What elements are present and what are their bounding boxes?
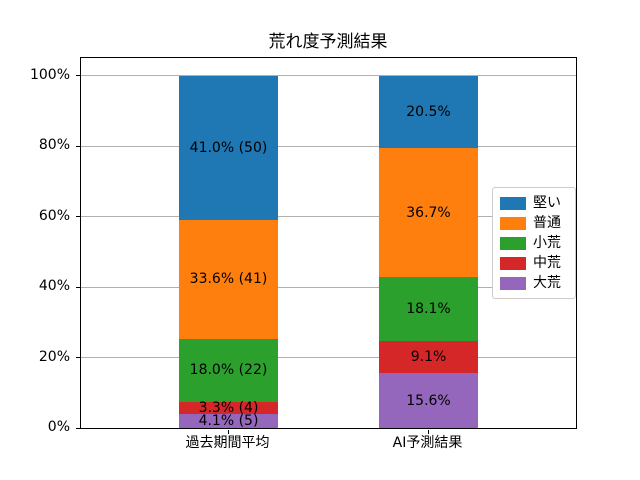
x-tick-label: 過去期間平均: [185, 435, 270, 451]
bar-segment-label: 33.6% (41): [189, 271, 268, 288]
bar-segment: 9.1%: [379, 340, 478, 374]
bar-segment-label: 41.0% (50): [189, 139, 268, 156]
bar-segment: 36.7%: [379, 147, 478, 278]
y-tick-label: 100%: [29, 66, 70, 83]
y-tick-mark: [76, 357, 80, 359]
x-tick-mark: [428, 430, 429, 434]
bar-segment-label: 4.1% (5): [198, 412, 259, 429]
legend-item: 大荒: [500, 273, 575, 293]
y-tick-mark: [76, 75, 80, 77]
legend-item: 堅い: [500, 193, 575, 213]
bar-segment-label: 3.3% (4): [198, 399, 259, 416]
bar-segment-label: 9.1%: [410, 349, 447, 365]
y-tick-mark: [76, 427, 80, 429]
y-tick-mark: [76, 286, 80, 288]
legend-item: 中荒: [500, 253, 575, 273]
bar-segment-label: 15.6%: [406, 392, 451, 409]
y-tick-mark: [76, 145, 80, 147]
bar-segment: 33.6% (41): [179, 220, 278, 339]
bar-segment: 41.0% (50): [179, 75, 278, 221]
y-tick-label: 80%: [38, 137, 70, 154]
bar-segment: 15.6%: [379, 373, 478, 428]
y-tick-label: 60%: [38, 207, 70, 224]
legend-item: 小荒: [500, 233, 575, 253]
chart-title: 荒れ度予測結果: [268, 32, 388, 52]
bar-segment: 20.5%: [379, 75, 478, 148]
x-tick-mark: [228, 430, 229, 434]
bar-segment-label: 18.1%: [406, 301, 451, 318]
bar-segment-label: 20.5%: [406, 103, 451, 120]
bar-segment-label: 36.7%: [406, 204, 451, 221]
gridline: [81, 145, 576, 147]
legend-swatch: [500, 256, 526, 270]
legend-label: 大荒: [533, 275, 561, 291]
y-tick-label: 20%: [38, 348, 70, 365]
legend-swatch: [500, 236, 526, 250]
bar-segment: 18.0% (22): [179, 338, 278, 402]
bar-segment: 3.3% (4): [179, 399, 278, 416]
legend-swatch: [500, 276, 526, 290]
legend-label: 普通: [533, 215, 561, 231]
y-tick-mark: [76, 216, 80, 218]
y-tick-label: 0%: [47, 419, 70, 435]
legend-label: 小荒: [533, 235, 561, 251]
x-axis: 過去期間平均 AI予測結果: [80, 433, 576, 453]
bar-segment: 4.1% (5): [179, 412, 278, 429]
bar-segment: 18.1%: [379, 277, 478, 341]
gridline: [81, 216, 576, 218]
legend-label: 中荒: [533, 255, 561, 271]
legend: 堅い普通小荒中荒大荒: [492, 187, 576, 299]
y-tick-label: 40%: [38, 278, 70, 295]
gridline: [81, 357, 576, 359]
y-axis: 0% 20% 40% 60% 80% 100%: [0, 57, 70, 435]
x-tick-label: AI予測結果: [392, 435, 463, 451]
legend-label: 堅い: [533, 195, 561, 211]
bar-segment-label: 18.0% (22): [189, 362, 268, 379]
gridline: [81, 75, 576, 77]
legend-swatch: [500, 196, 526, 210]
legend-swatch: [500, 216, 526, 230]
gridline: [81, 286, 576, 288]
legend-item: 普通: [500, 213, 575, 233]
